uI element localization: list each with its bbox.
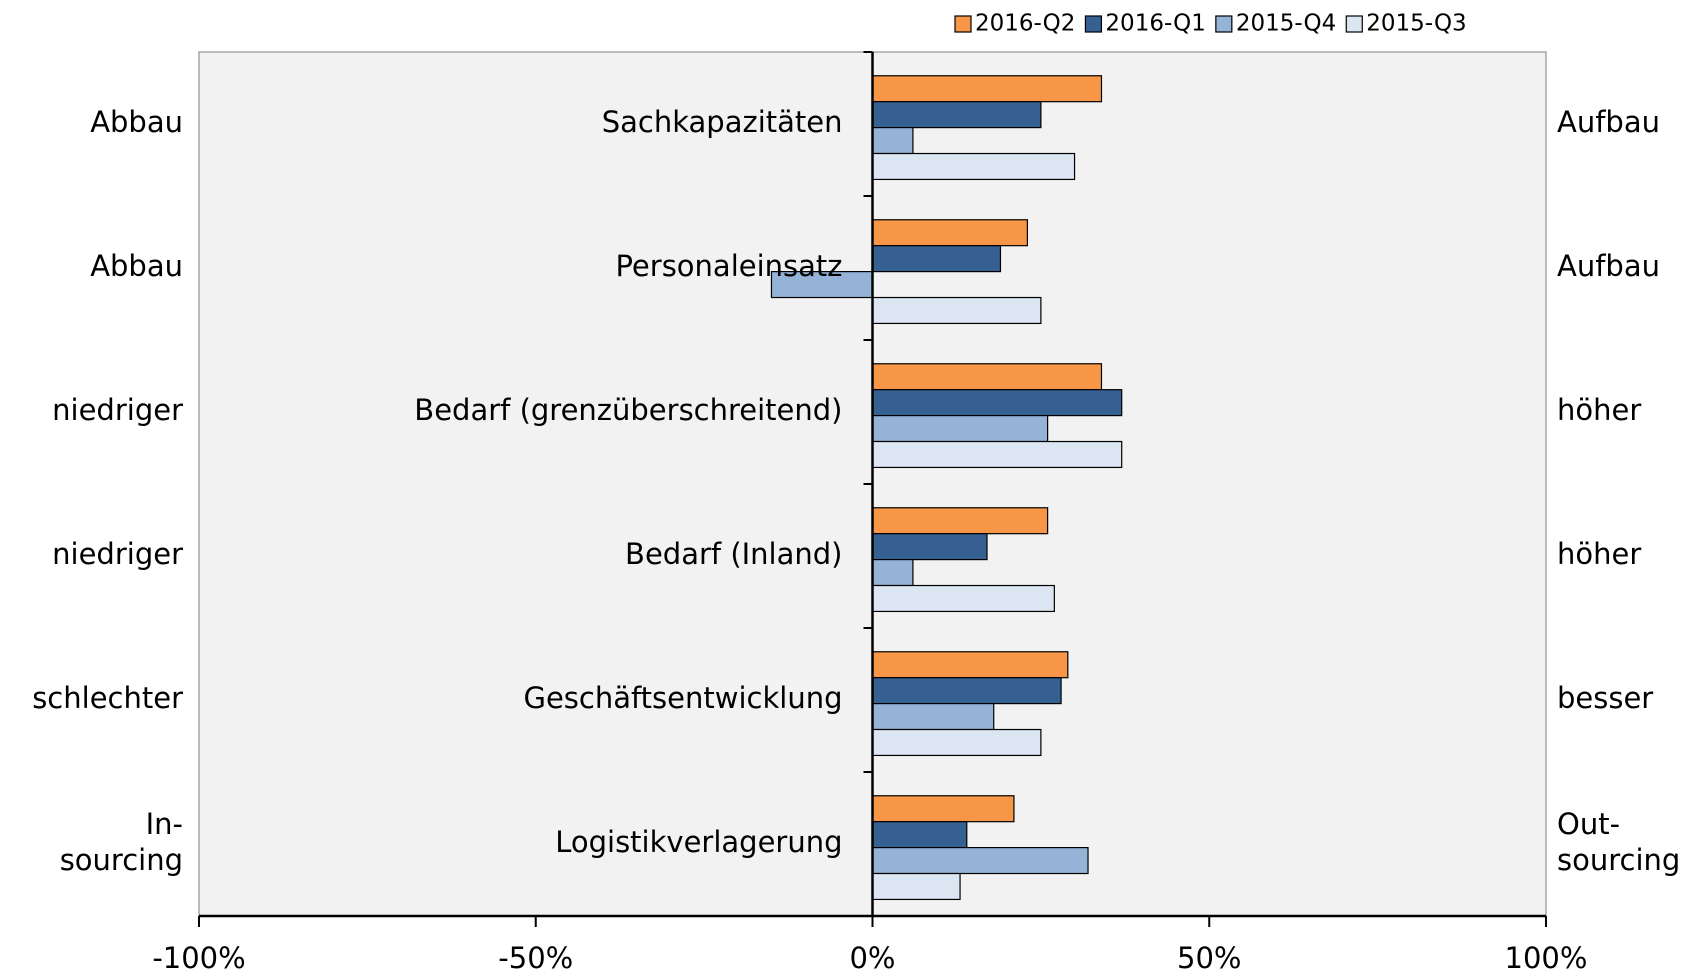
bar (770, 271, 874, 299)
category-label: Geschäftsentwicklung (523, 681, 842, 715)
right-labels: Out- (1557, 807, 1620, 841)
bar (871, 296, 1042, 325)
x-tick-label: -50% (498, 941, 573, 975)
category-label: Sachkapazitäten (602, 105, 843, 139)
bar (871, 702, 995, 731)
x-tick-label: 0% (849, 941, 895, 975)
x-tick-label: 50% (1177, 941, 1241, 975)
right-labels: Aufbau (1557, 249, 1660, 283)
left-labels: niedriger (52, 537, 183, 571)
bar (871, 821, 968, 849)
right-labels: Aufbau (1557, 105, 1660, 139)
bar (871, 846, 1089, 875)
bar (871, 101, 1042, 129)
bar (871, 363, 1103, 391)
legend-label: 2016-Q2 (975, 11, 1075, 37)
category-label: Bedarf (grenzüberschreitend) (414, 393, 842, 427)
x-tick-label: -100% (152, 941, 245, 975)
bar (871, 389, 1123, 417)
bar (871, 219, 1029, 247)
bar (871, 584, 1055, 613)
x-tick-label: 100% (1505, 941, 1588, 975)
left-labels: sourcing (60, 843, 183, 877)
bar (871, 507, 1049, 535)
right-labels: höher (1557, 393, 1641, 427)
bar (871, 152, 1076, 181)
bar (871, 728, 1042, 757)
legend-label: 2015-Q4 (1236, 11, 1336, 37)
bar (871, 126, 914, 155)
legend-swatch (1345, 15, 1363, 33)
right-labels: besser (1557, 681, 1653, 715)
category-label: Logistikverlagerung (555, 825, 842, 859)
left-labels: Abbau (90, 249, 183, 283)
bar (871, 651, 1069, 679)
category-label: Personaleinsatz (615, 249, 842, 283)
legend-swatch (1215, 15, 1233, 33)
left-labels: schlechter (32, 681, 183, 715)
legend-swatch (1084, 15, 1103, 33)
legend-swatch (954, 15, 972, 33)
category-label: Bedarf (Inland) (625, 537, 842, 571)
bar (871, 677, 1062, 705)
left-labels: Abbau (90, 105, 183, 139)
left-labels: niedriger (52, 393, 183, 427)
bar (871, 795, 1015, 823)
bar (871, 245, 1002, 273)
legend-label: 2015-Q3 (1366, 11, 1466, 37)
right-labels: höher (1557, 537, 1641, 571)
left-labels: In- (146, 807, 183, 841)
bar (871, 415, 1049, 443)
bar (871, 533, 988, 561)
right-labels: sourcing (1557, 843, 1680, 877)
bar (871, 440, 1123, 469)
bar (871, 558, 914, 587)
bar (871, 75, 1103, 103)
legend-label: 2016-Q1 (1105, 11, 1205, 37)
bar (871, 872, 961, 901)
